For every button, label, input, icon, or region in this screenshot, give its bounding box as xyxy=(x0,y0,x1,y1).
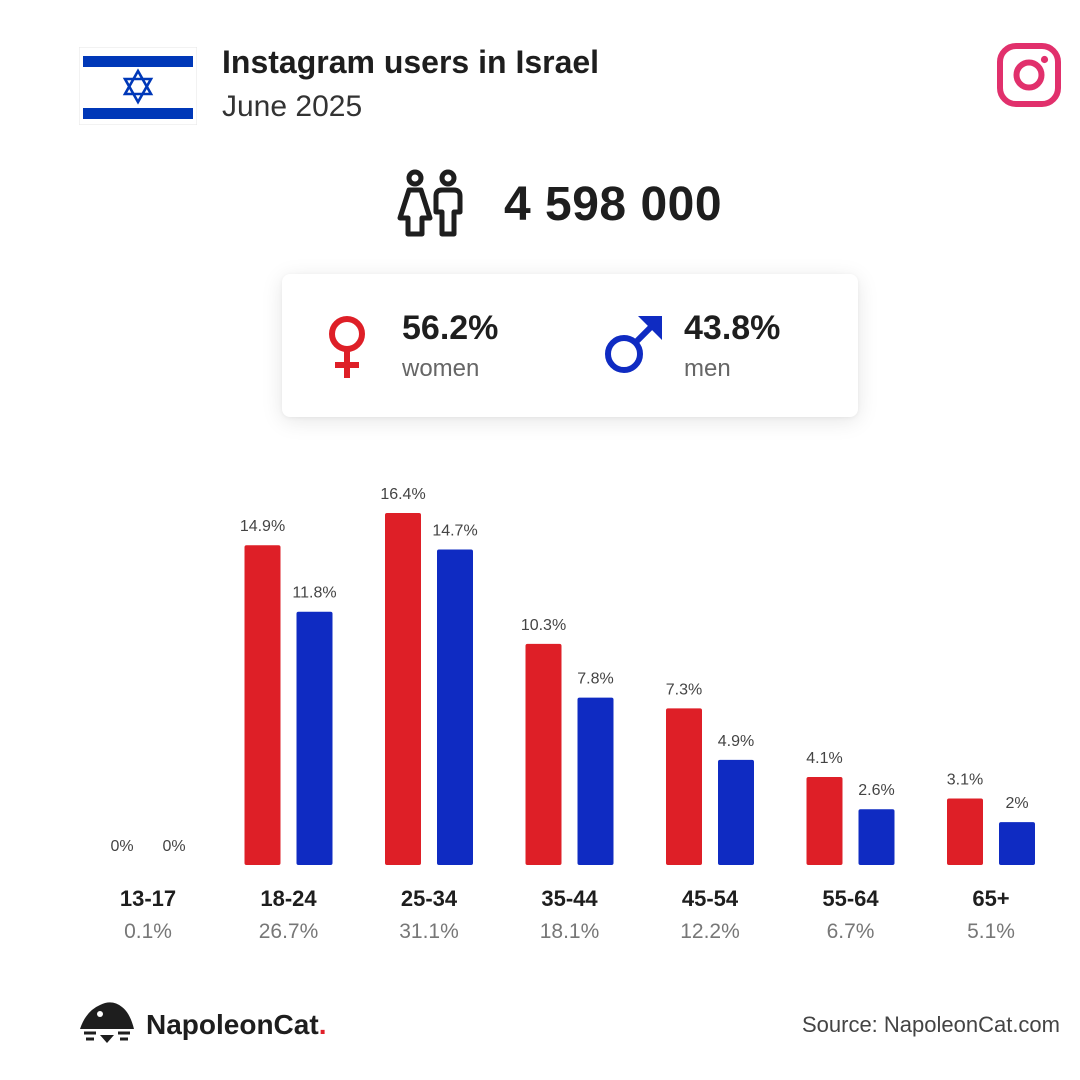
total-users: 4 598 000 xyxy=(396,168,722,240)
bar-men-45-54 xyxy=(718,759,754,865)
bar-women-55-64 xyxy=(806,777,843,865)
bar-women-65+ xyxy=(947,798,983,865)
data-label-men-25-34: 14.7% xyxy=(432,522,477,539)
data-label-women-45-54: 7.3% xyxy=(666,681,702,698)
male-symbol-icon xyxy=(605,316,662,373)
data-label-women-55-64: 4.1% xyxy=(806,750,842,767)
category-label-18-24: 18-24 xyxy=(260,886,317,911)
data-label-women-65+: 3.1% xyxy=(947,771,983,788)
napoleoncat-logo-icon xyxy=(80,1002,134,1043)
bar-women-35-44 xyxy=(525,643,562,865)
female-symbol-icon xyxy=(329,316,365,378)
men-percentage: 43.8% xyxy=(684,309,781,347)
data-label-men-18-24: 11.8% xyxy=(292,585,336,602)
bar-men-35-44 xyxy=(577,697,614,865)
category-total-55-64: 6.7% xyxy=(827,920,875,943)
category-total-13-17: 0.1% xyxy=(124,920,172,943)
people-icon xyxy=(397,169,463,237)
source-note: Source: NapoleonCat.com xyxy=(801,1012,1060,1037)
men-label: men xyxy=(684,355,731,382)
category-label-65+: 65+ xyxy=(972,886,1009,911)
category-total-65+: 5.1% xyxy=(967,920,1015,943)
age-gender-bar-chart: 0% 0% 13-17 0.1% 14.9% 11.8% 18-24 26.7% 16.4% 14… xyxy=(110,486,1035,943)
bar-men-55-64 xyxy=(858,809,895,865)
bar-women-18-24 xyxy=(244,545,281,865)
women-percentage: 56.2% xyxy=(402,309,499,347)
data-label-men-45-54: 4.9% xyxy=(718,733,754,750)
gender-split-card: 56.2% women 43.8% men xyxy=(282,274,858,417)
bar-men-25-34 xyxy=(437,549,473,865)
category-label-13-17: 13-17 xyxy=(120,886,176,911)
data-label-women-18-24: 14.9% xyxy=(240,518,285,535)
data-label-women-13-17: 0% xyxy=(110,838,133,855)
category-total-25-34: 31.1% xyxy=(399,920,459,943)
data-label-men-55-64: 2.6% xyxy=(858,782,894,799)
israel-flag-icon xyxy=(79,47,197,125)
instagram-icon xyxy=(997,43,1061,107)
category-label-55-64: 55-64 xyxy=(822,886,879,911)
category-label-35-44: 35-44 xyxy=(541,886,598,911)
category-total-18-24: 26.7% xyxy=(259,920,319,943)
bar-men-65+ xyxy=(999,822,1035,865)
total-users-value: 4 598 000 xyxy=(504,177,723,231)
napoleoncat-brand: NapoleonCat. xyxy=(78,998,326,1052)
data-label-men-13-17: 0% xyxy=(162,838,185,855)
category-total-45-54: 12.2% xyxy=(680,920,740,943)
category-label-25-34: 25-34 xyxy=(401,886,458,911)
brand-name: NapoleonCat. xyxy=(146,1009,327,1040)
bar-women-25-34 xyxy=(385,513,421,865)
data-label-women-35-44: 10.3% xyxy=(521,617,566,634)
data-label-men-65+: 2% xyxy=(1005,795,1028,812)
data-label-women-25-34: 16.4% xyxy=(380,486,425,503)
category-total-35-44: 18.1% xyxy=(540,920,600,943)
bar-women-45-54 xyxy=(666,708,702,865)
category-label-45-54: 45-54 xyxy=(682,886,739,911)
bar-men-18-24 xyxy=(296,611,333,865)
page-subtitle: June 2025 xyxy=(222,90,363,123)
data-label-men-35-44: 7.8% xyxy=(577,671,613,688)
women-label: women xyxy=(402,355,480,382)
page-title: Instagram users in Israel xyxy=(222,44,600,80)
